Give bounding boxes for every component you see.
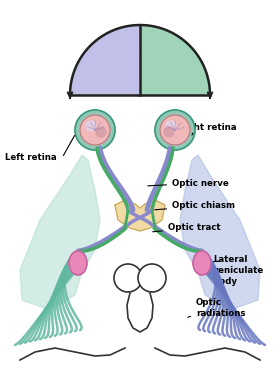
Polygon shape <box>140 25 210 95</box>
Text: Right retina: Right retina <box>178 123 237 132</box>
Ellipse shape <box>69 251 87 275</box>
Polygon shape <box>20 155 100 310</box>
Polygon shape <box>70 25 140 95</box>
Text: Optic chiasm: Optic chiasm <box>155 201 235 210</box>
Polygon shape <box>127 293 153 332</box>
Text: Optic nerve: Optic nerve <box>148 178 229 188</box>
Polygon shape <box>115 200 165 231</box>
Circle shape <box>86 121 96 131</box>
Circle shape <box>160 115 190 145</box>
Circle shape <box>80 115 110 145</box>
Text: Lateral
geniculate
body: Lateral geniculate body <box>213 255 264 286</box>
Circle shape <box>75 110 115 150</box>
Text: Optic tract: Optic tract <box>153 224 221 232</box>
Circle shape <box>96 127 106 137</box>
Circle shape <box>138 264 166 292</box>
Circle shape <box>155 110 195 150</box>
Circle shape <box>166 121 176 131</box>
Text: Optic
radiations: Optic radiations <box>188 298 246 318</box>
Polygon shape <box>180 155 260 310</box>
Ellipse shape <box>193 251 211 275</box>
Circle shape <box>114 264 142 292</box>
Text: Left retina: Left retina <box>5 153 57 162</box>
Circle shape <box>164 127 174 137</box>
